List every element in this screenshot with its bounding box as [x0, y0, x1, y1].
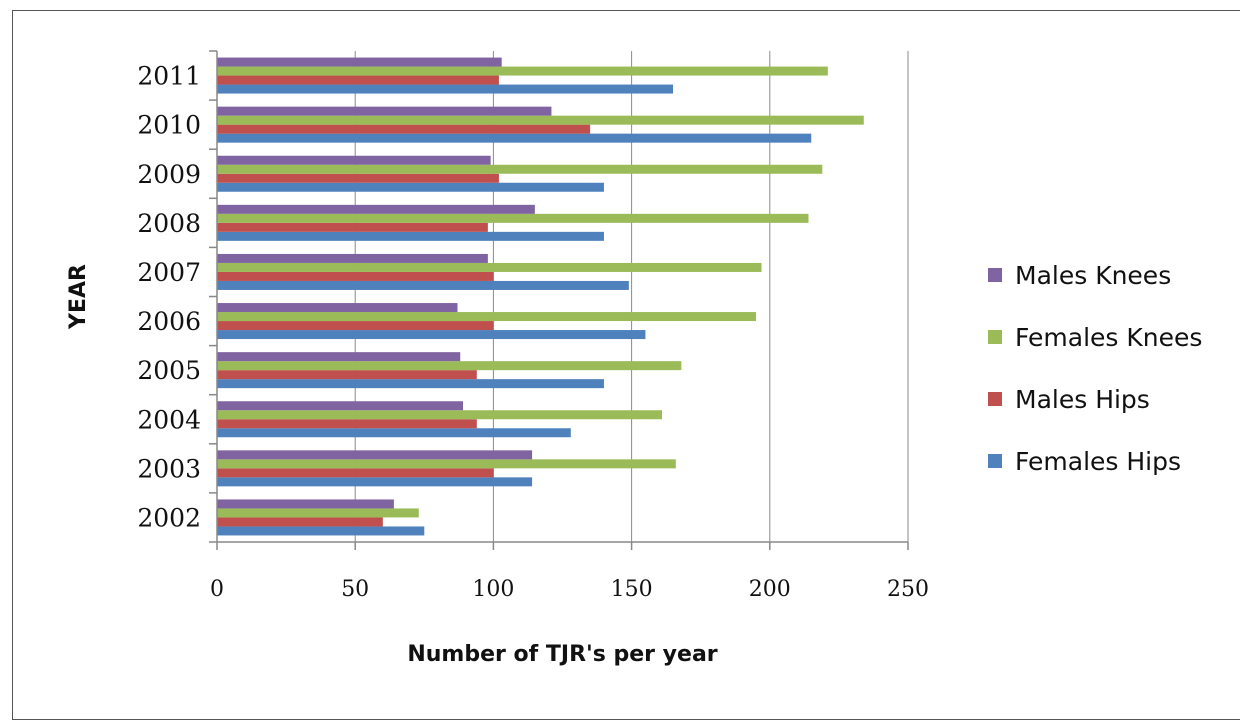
bar-2004-2: [217, 410, 663, 420]
bar-2004-3: [217, 401, 463, 411]
bar-2011-2: [217, 66, 828, 76]
chart-frame: 2002 2003 2004 2005 2006 2007 2008 2009 2010 2011…: [12, 10, 1240, 720]
x-tick-labels: 0 50 100 150 200 250: [210, 577, 929, 602]
bar-2009-2: [217, 164, 823, 174]
bar-2002-1: [217, 517, 383, 527]
bar-2010-0: [217, 133, 812, 143]
y-tick-label: 2005: [137, 356, 201, 385]
y-tick-label: 2006: [137, 307, 201, 336]
bar-2006-1: [217, 321, 494, 331]
bar-2007-3: [217, 253, 488, 263]
bar-2009-1: [217, 173, 499, 183]
bar-2011-1: [217, 75, 499, 85]
x-tick-label: 100: [472, 577, 514, 602]
axes: [209, 50, 909, 550]
bar-2008-1: [217, 222, 488, 232]
bar-2002-2: [217, 508, 419, 518]
bar-2011-3: [217, 57, 502, 67]
legend-swatch-3: [988, 454, 1002, 468]
bar-2007-0: [217, 280, 629, 290]
bar-chart: 2002 2003 2004 2005 2006 2007 2008 2009 2010 2011…: [66, 50, 1202, 667]
bar-2003-3: [217, 450, 533, 460]
bar-2005-3: [217, 352, 461, 362]
x-tick-label: 200: [749, 577, 791, 602]
bar-2010-1: [217, 124, 591, 134]
bar-2004-1: [217, 419, 477, 429]
x-tick-label: 150: [611, 577, 653, 602]
y-tick-label: 2010: [137, 111, 201, 140]
x-axis-title: Number of TJR's per year: [407, 642, 717, 667]
bar-2006-0: [217, 330, 646, 340]
legend-label-2: Males Hips: [1015, 385, 1150, 414]
bar-2006-3: [217, 303, 458, 313]
x-tick-label: 50: [341, 577, 369, 602]
bar-2003-2: [217, 459, 676, 469]
bar-2005-2: [217, 361, 682, 371]
x-tick-label: 0: [210, 577, 224, 602]
bar-2008-3: [217, 204, 535, 214]
bar-2010-3: [217, 106, 552, 116]
bar-2005-0: [217, 379, 604, 389]
legend-label-1: Females Knees: [1015, 323, 1202, 352]
legend: Males Knees Females Knees Males Hips Female…: [988, 261, 1202, 476]
y-axis-title: YEAR: [66, 264, 91, 330]
bar-2002-0: [217, 526, 425, 536]
y-tick-label: 2004: [137, 405, 201, 434]
bar-2010-2: [217, 115, 864, 125]
bar-2003-1: [217, 468, 494, 478]
bar-2009-0: [217, 182, 604, 192]
bar-2009-3: [217, 155, 491, 165]
bar-2007-2: [217, 262, 762, 272]
y-tick-label: 2002: [137, 503, 201, 532]
bar-2003-0: [217, 477, 533, 487]
legend-swatch-1: [988, 330, 1002, 344]
y-tick-label: 2007: [137, 258, 201, 287]
bar-2005-1: [217, 370, 477, 380]
bar-2006-2: [217, 312, 756, 322]
bar-2007-1: [217, 271, 494, 281]
y-tick-label: 2003: [137, 454, 201, 483]
bar-2008-2: [217, 213, 809, 223]
bar-2002-3: [217, 499, 394, 509]
legend-swatch-2: [988, 392, 1002, 406]
legend-label-0: Males Knees: [1015, 261, 1171, 290]
legend-swatch-0: [988, 268, 1002, 282]
bar-2004-0: [217, 428, 571, 438]
y-tick-label: 2009: [137, 160, 201, 189]
legend-label-3: Females Hips: [1015, 447, 1181, 476]
y-tick-label: 2011: [137, 62, 201, 91]
bar-2011-0: [217, 84, 674, 94]
x-tick-label: 250: [887, 577, 929, 602]
y-tick-labels: 2002 2003 2004 2005 2006 2007 2008 2009 2010 2011: [137, 62, 201, 533]
bar-2008-0: [217, 231, 604, 241]
bars: [217, 57, 864, 536]
y-tick-label: 2008: [137, 209, 201, 238]
